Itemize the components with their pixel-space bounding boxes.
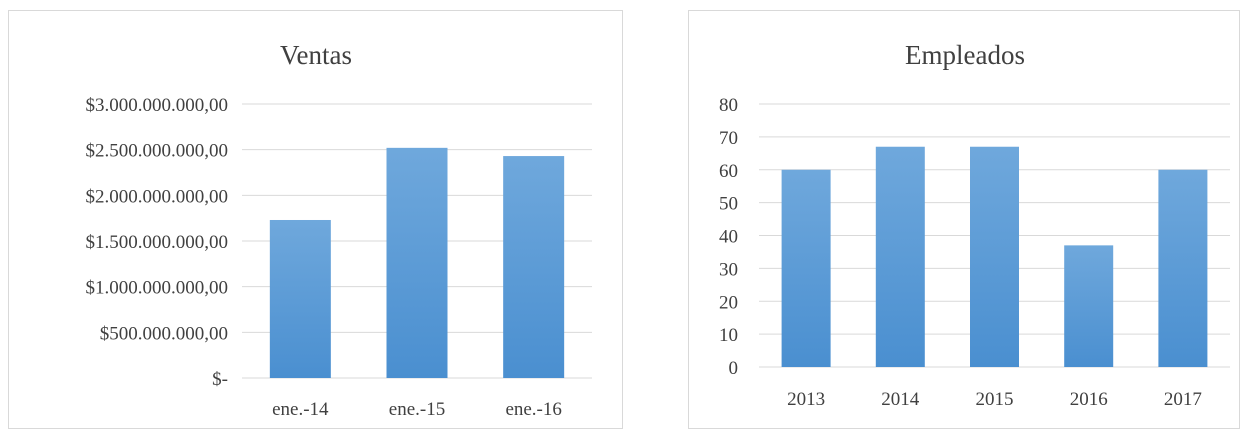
empleados-bar bbox=[781, 169, 831, 367]
ventas-chart: Ventas $- $500.000.000,00 $1.000.000.000,0… bbox=[86, 40, 592, 420]
empleados-x-tick-label: 2016 bbox=[1070, 389, 1108, 410]
ventas-y-tick-label: $- bbox=[212, 369, 228, 390]
ventas-y-tick-label: $2.000.000.000,00 bbox=[86, 186, 229, 207]
empleados-y-tick-label: 60 bbox=[719, 161, 738, 182]
ventas-chart-title: Ventas bbox=[280, 40, 352, 70]
empleados-x-tick-label: 2015 bbox=[976, 389, 1014, 410]
empleados-bar bbox=[1064, 245, 1114, 367]
ventas-y-tick-label: $1.000.000.000,00 bbox=[86, 278, 229, 299]
empleados-y-tick-label: 0 bbox=[729, 358, 739, 379]
empleados-chart-title: Empleados bbox=[905, 40, 1025, 70]
ventas-y-tick-label: $500.000.000,00 bbox=[100, 323, 228, 344]
empleados-chart-panel: Empleados 0 10 20 30 40 50 60 70 80 2013 2014 2015… bbox=[688, 10, 1240, 429]
empleados-y-tick-label: 10 bbox=[719, 325, 738, 346]
empleados-y-tick-label: 20 bbox=[719, 292, 738, 313]
empleados-y-tick-label: 70 bbox=[719, 128, 738, 149]
empleados-x-tick-label: 2014 bbox=[881, 389, 920, 410]
empleados-x-tick-label: 2013 bbox=[787, 389, 825, 410]
empleados-y-tick-label: 50 bbox=[719, 194, 738, 215]
ventas-bar bbox=[386, 147, 448, 378]
ventas-bar bbox=[269, 219, 331, 378]
ventas-x-tick-label: ene.-14 bbox=[272, 399, 329, 420]
ventas-y-tick-label: $2.500.000.000,00 bbox=[86, 141, 229, 162]
empleados-y-tick-label: 40 bbox=[719, 227, 738, 248]
ventas-y-tick-label: $3.000.000.000,00 bbox=[86, 95, 229, 116]
empleados-y-tick-label: 30 bbox=[719, 259, 738, 280]
ventas-x-tick-label: ene.-15 bbox=[389, 399, 445, 420]
empleados-chart: Empleados 0 10 20 30 40 50 60 70 80 2013 2014 2015… bbox=[719, 40, 1230, 410]
empleados-y-tick-label: 80 bbox=[719, 95, 738, 116]
empleados-bar bbox=[970, 146, 1019, 367]
empleados-bar bbox=[1158, 169, 1208, 367]
empleados-x-tick-label: 2017 bbox=[1164, 389, 1202, 410]
ventas-bar bbox=[503, 156, 565, 378]
ventas-chart-panel: Ventas $- $500.000.000,00 $1.000.000.000,0… bbox=[8, 10, 623, 429]
ventas-x-tick-label: ene.-16 bbox=[505, 399, 561, 420]
ventas-y-tick-label: $1.500.000.000,00 bbox=[86, 232, 229, 253]
empleados-bar bbox=[875, 146, 925, 367]
